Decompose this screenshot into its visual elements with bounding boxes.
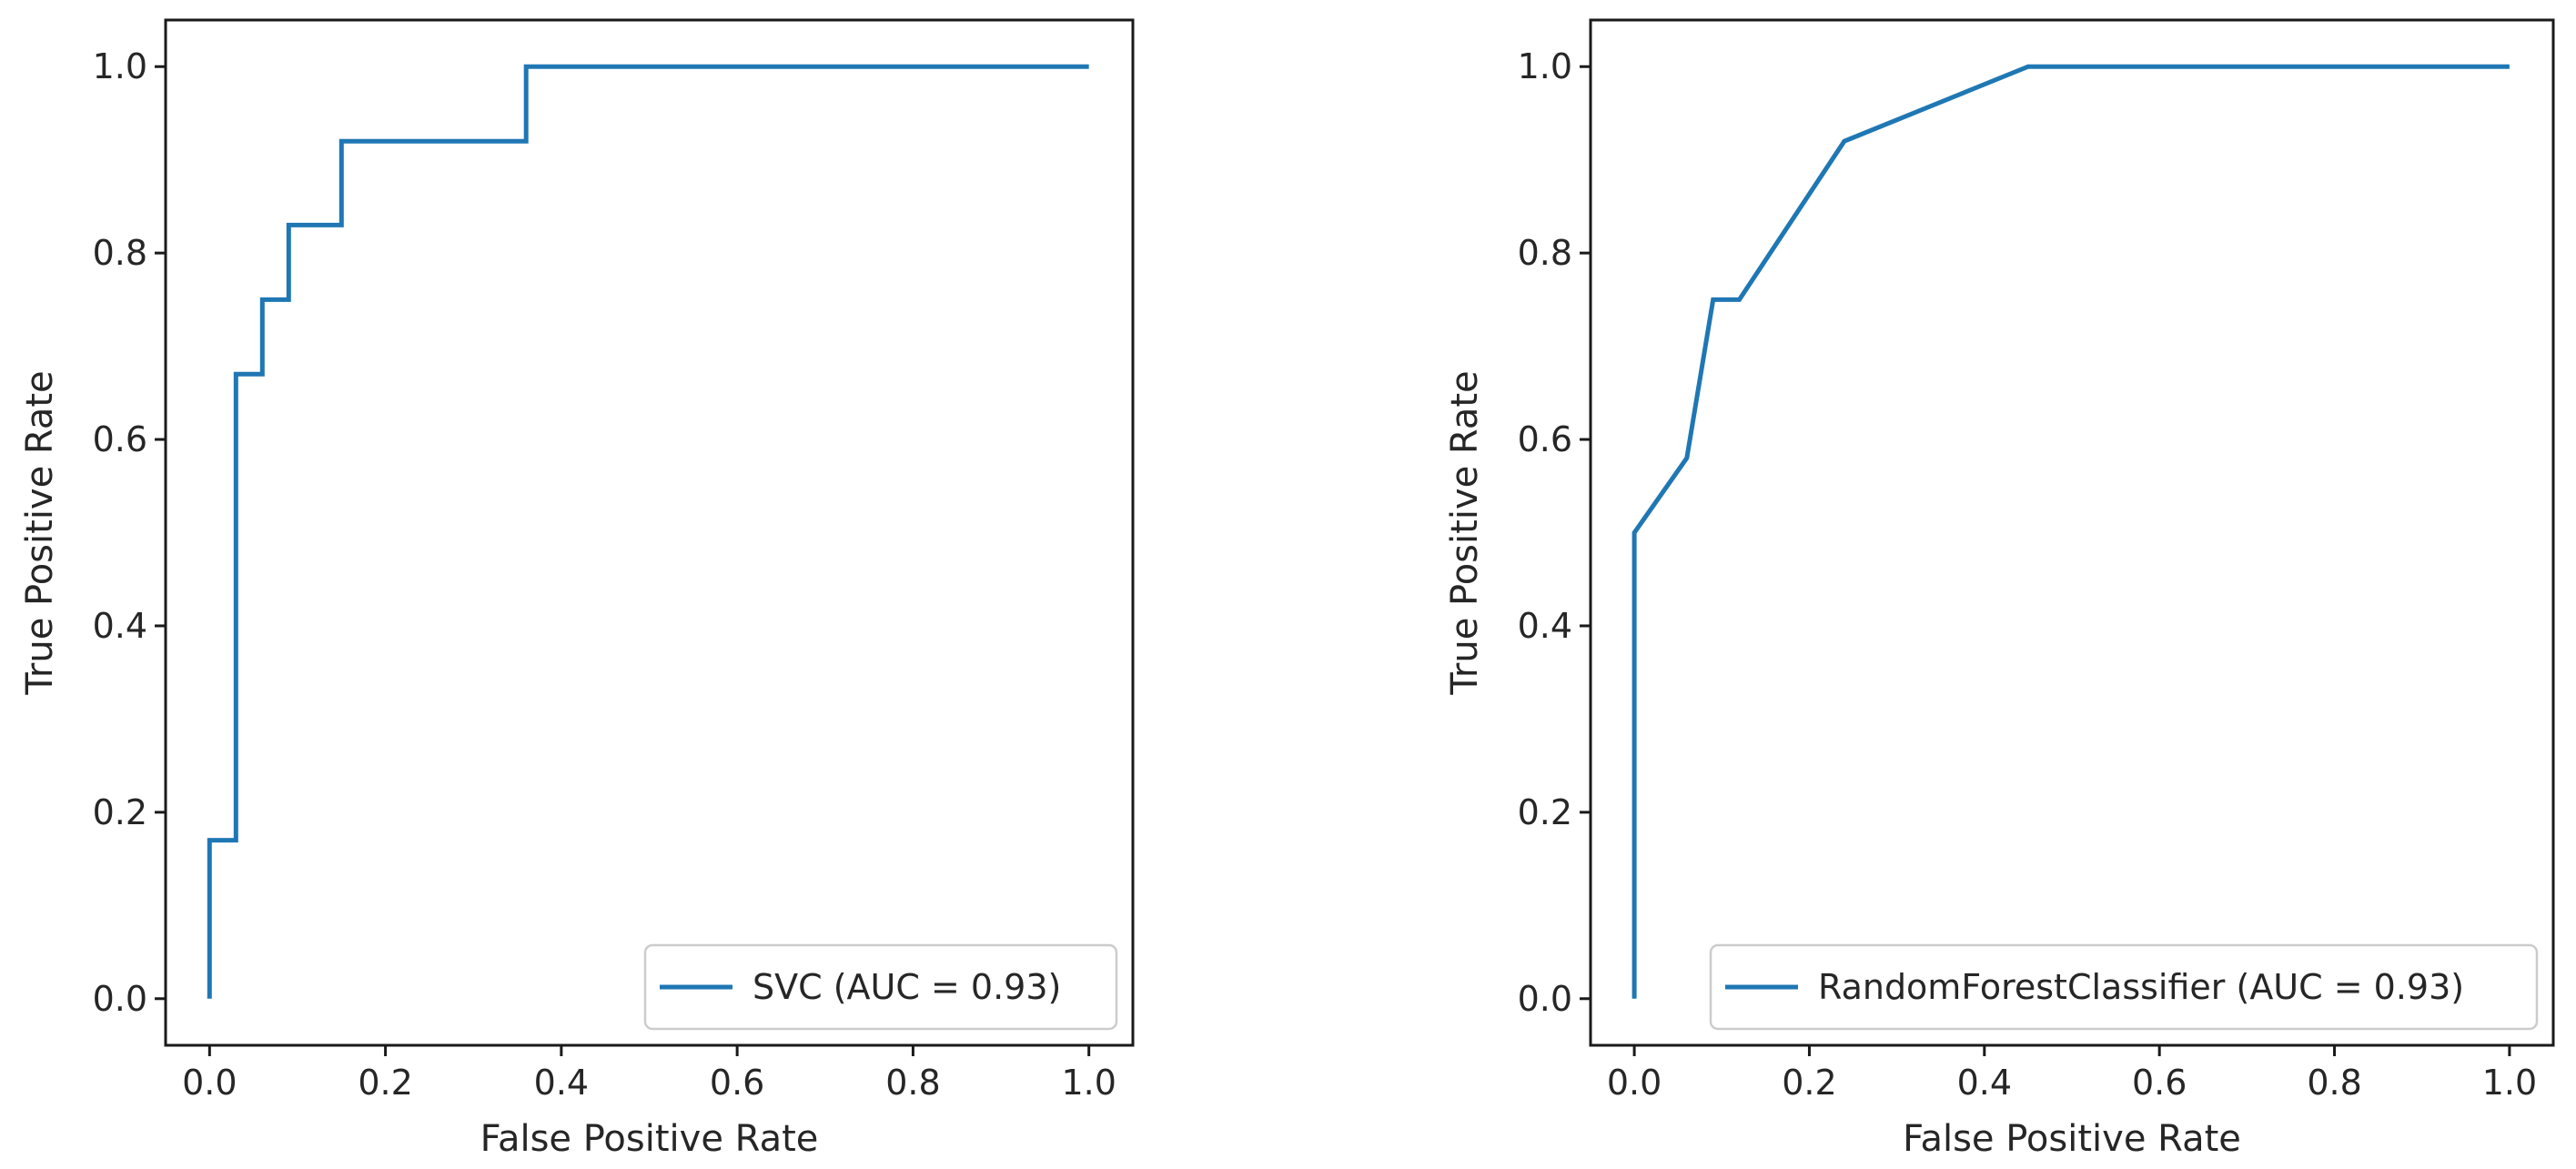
legend: RandomForestClassifier (AUC = 0.93) (1709, 943, 2539, 1031)
y-tick-label: 0.6 (93, 419, 147, 459)
y-tick-label: 1.0 (1518, 46, 1572, 86)
x-tick-label: 0.6 (710, 1063, 764, 1103)
chart-panel-1: 0.0 0.2 0.4 0.6 0.8 1.0 0.0 0.2 0.4 0.6 0.8 1.0 Fals… (19, 18, 1135, 1160)
axes-frame (164, 18, 1135, 1047)
x-tick-label: 0.4 (1957, 1063, 2012, 1103)
x-axis-label: False Positive Rate (480, 1118, 819, 1160)
y-tick-label: 1.0 (93, 46, 147, 86)
y-axis-label: True Positive Rate (1444, 370, 1486, 695)
y-tick-label: 0.4 (93, 606, 147, 646)
legend-label: SVC (AUC = 0.93) (753, 967, 1061, 1007)
y-tick-label: 0.0 (93, 979, 147, 1019)
x-tick-label: 0.8 (885, 1063, 940, 1103)
x-tick-label: 0.0 (1607, 1063, 1662, 1103)
y-tick-label: 0.2 (1518, 792, 1572, 832)
x-tick-label: 0.2 (358, 1063, 412, 1103)
x-tick-label: 0.0 (182, 1063, 237, 1103)
x-tick-label: 1.0 (2482, 1063, 2537, 1103)
x-tick-label: 0.8 (2307, 1063, 2361, 1103)
x-tick-label: 1.0 (1061, 1063, 1116, 1103)
legend-box (1709, 943, 2539, 1031)
y-tick-label: 0.2 (93, 792, 147, 832)
roc-curve-line (207, 64, 1089, 999)
y-tick-label: 0.4 (1518, 606, 1572, 646)
x-axis-label: False Positive Rate (1903, 1118, 2241, 1160)
x-tick-label: 0.6 (2132, 1063, 2187, 1103)
legend: SVC (AUC = 0.93) (643, 943, 1118, 1031)
chart-panel-2: 0.0 0.2 0.4 0.6 0.8 1.0 0.0 0.2 0.4 0.6 0.8 1.0 Fals… (1444, 18, 2555, 1160)
legend-label: RandomForestClassifier (AUC = 0.93) (1818, 967, 2464, 1007)
x-tick-label: 0.4 (534, 1063, 589, 1103)
y-axis-label: True Positive Rate (19, 370, 61, 695)
y-tick-label: 0.0 (1518, 979, 1572, 1019)
y-tick-label: 0.6 (1518, 419, 1572, 459)
y-tick-label: 0.8 (1518, 233, 1572, 273)
legend-box (643, 943, 1118, 1031)
axes-frame (1589, 18, 2555, 1047)
roc-curve-line (1631, 64, 2510, 999)
x-tick-label: 0.2 (1782, 1063, 1836, 1103)
y-tick-label: 0.8 (93, 233, 147, 273)
